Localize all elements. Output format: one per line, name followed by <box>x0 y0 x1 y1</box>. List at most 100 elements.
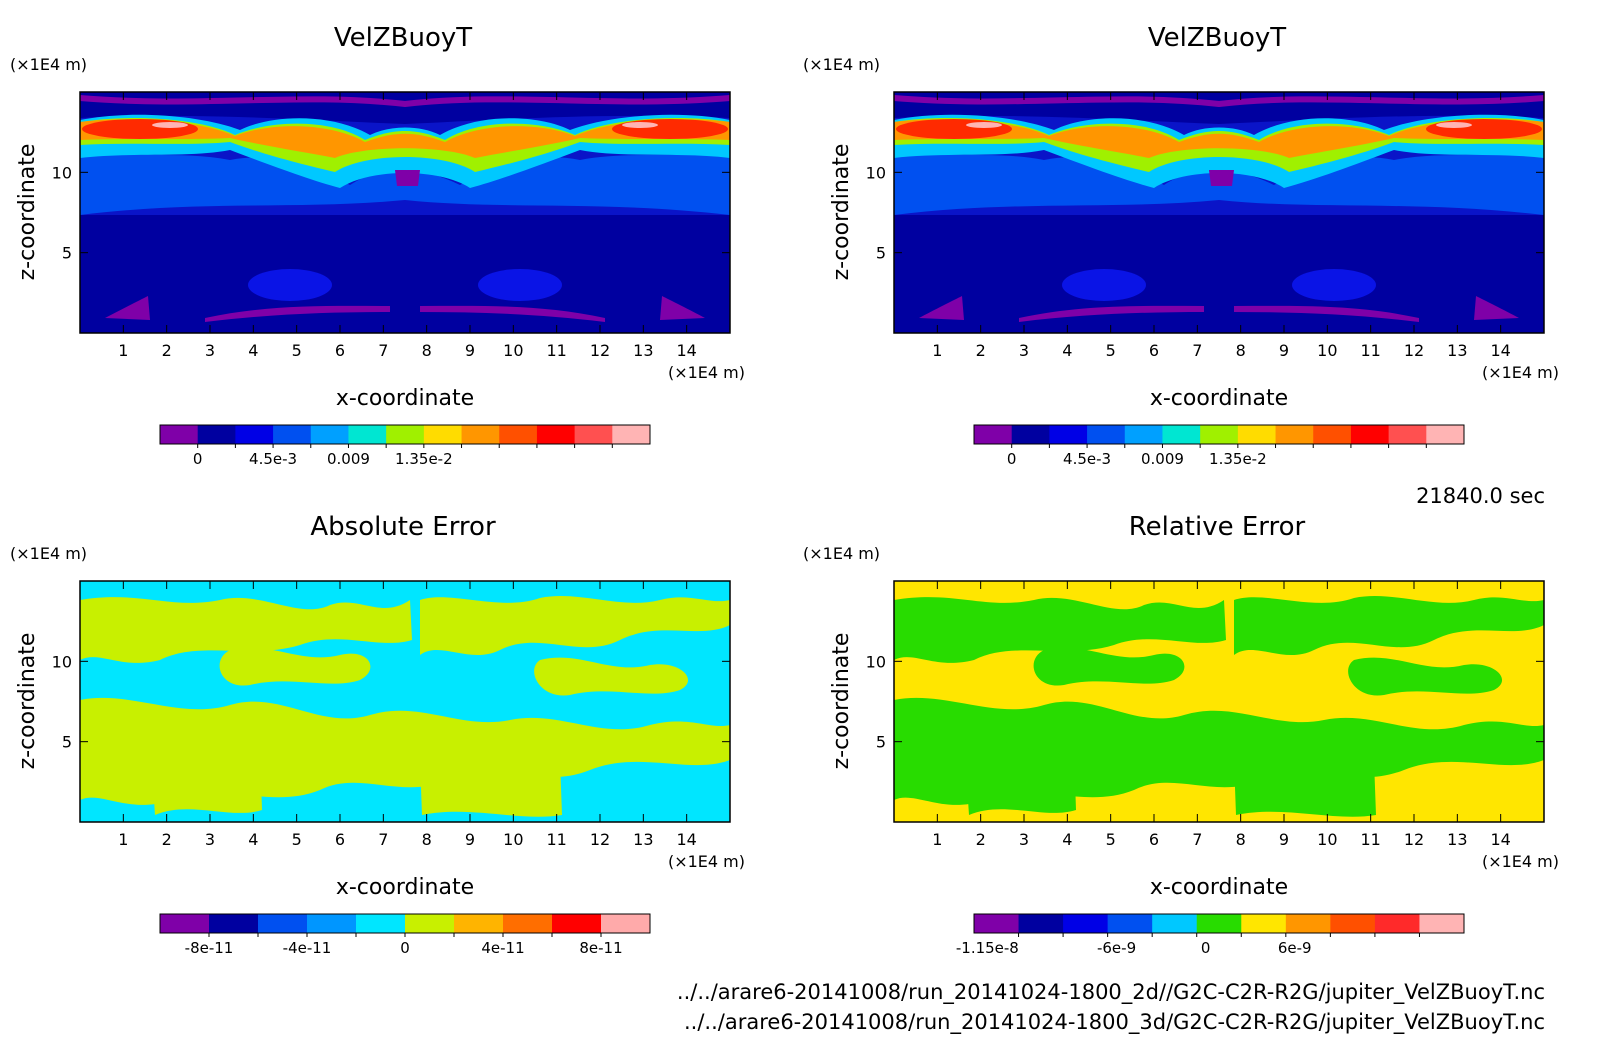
colorbar-swatch <box>386 425 425 444</box>
colorbar-swatch <box>1426 425 1465 444</box>
x-tick-label: 7 <box>378 830 388 849</box>
colorbar-swatch <box>1200 425 1239 444</box>
panel-title: Absolute Error <box>310 512 496 542</box>
y-axis-label: z-coordinate <box>15 144 40 281</box>
colorbar-swatch <box>536 425 576 444</box>
x-tick-label: 8 <box>1236 830 1246 849</box>
contour-region <box>919 296 964 320</box>
x-tick-label: 14 <box>1490 830 1510 849</box>
plot-area <box>79 91 731 334</box>
contour-region <box>534 657 689 696</box>
x-tick-label: 3 <box>1019 341 1029 360</box>
x-ticks: 1 2 3 4 5 6 7 8 9 10 11 12 13 14 <box>118 581 697 849</box>
contour-region <box>966 122 1002 128</box>
contour-region <box>150 737 262 815</box>
x-tick-label: 13 <box>633 830 653 849</box>
x-tick-label: 6 <box>335 341 345 360</box>
contour-region <box>612 119 728 139</box>
contour-region <box>82 119 198 139</box>
contour-region <box>80 119 730 158</box>
x-tick-label: 4 <box>1062 830 1072 849</box>
colorbar-swatch <box>1237 425 1277 444</box>
colorbar: 0 4.5e-3 0.009 1.35e-2 <box>159 424 651 468</box>
y-tick-label: 10 <box>866 652 886 671</box>
x-tick-label: 13 <box>1447 830 1467 849</box>
colorbar-swatch <box>1285 914 1331 933</box>
contour-region <box>1474 296 1519 320</box>
contour-region <box>395 170 420 186</box>
x-tick-label: 8 <box>422 830 432 849</box>
plot-frame <box>79 580 731 823</box>
x-tick-label: 7 <box>378 341 388 360</box>
x-unit-label: (×1E4 m) <box>668 852 745 871</box>
colorbar-swatch <box>209 914 259 933</box>
x-tick-label: 10 <box>503 830 523 849</box>
x-tick-label: 13 <box>633 341 653 360</box>
y-unit-label: (×1E4 m) <box>803 544 880 563</box>
colorbar-swatch <box>503 914 553 933</box>
colorbar-swatch <box>1063 914 1109 933</box>
colorbar-swatch <box>574 425 613 444</box>
x-axis-label: x-coordinate <box>336 386 474 411</box>
colorbar-swatch <box>1388 425 1427 444</box>
colorbar-swatch <box>160 914 210 933</box>
colorbar-swatch <box>160 425 199 444</box>
contour-region <box>420 305 605 322</box>
contour-region <box>80 215 730 333</box>
y-ticks: 5 10 <box>52 652 730 752</box>
contour-region <box>1033 647 1185 686</box>
y-unit-label: (×1E4 m) <box>10 544 87 563</box>
contour-region <box>248 269 332 301</box>
x-tick-label: 2 <box>976 830 986 849</box>
contour-region <box>1348 657 1503 696</box>
y-unit-label: (×1E4 m) <box>10 55 87 74</box>
y-ticks: 5 10 <box>866 163 1544 263</box>
contour-region <box>1292 269 1376 301</box>
contour-region <box>1019 305 1204 322</box>
colorbar-tick-label: 0 <box>1007 450 1017 468</box>
x-tick-label: 11 <box>546 341 566 360</box>
contour-region <box>1436 122 1472 128</box>
x-tick-label: 11 <box>1360 830 1380 849</box>
contour-region <box>205 305 390 322</box>
colorbar-swatch <box>1049 425 1088 444</box>
colorbar-frame <box>973 424 1465 445</box>
contour-region <box>1234 596 1544 655</box>
colorbar-tick-label: 0.009 <box>327 450 370 468</box>
contour-region <box>894 215 1544 333</box>
x-tick-label: 1 <box>932 341 942 360</box>
x-tick-label: 8 <box>1236 341 1246 360</box>
colorbar-swatch <box>1330 914 1376 933</box>
colorbar-swatch <box>1152 914 1198 933</box>
contour-region <box>152 122 188 128</box>
contour-region <box>219 647 371 686</box>
colorbar-tick-label: 0 <box>1201 939 1211 957</box>
contour-region <box>1209 170 1234 186</box>
colorbar-swatch <box>1350 425 1390 444</box>
x-tick-label: 9 <box>465 830 475 849</box>
x-tick-label: 10 <box>1317 341 1337 360</box>
plot-frame <box>893 580 1545 823</box>
x-tick-label: 11 <box>546 830 566 849</box>
y-tick-label: 5 <box>62 733 72 752</box>
contour-region <box>478 269 562 301</box>
colorbar-tick-label: -1.15e-8 <box>956 939 1019 957</box>
colorbar-swatch <box>1374 914 1420 933</box>
x-tick-label: 5 <box>1106 830 1116 849</box>
contour-region <box>1426 119 1542 139</box>
x-tick-label: 9 <box>465 341 475 360</box>
x-tick-label: 1 <box>932 830 942 849</box>
x-tick-label: 3 <box>205 830 215 849</box>
colorbar-tick-label: 4.5e-3 <box>249 450 297 468</box>
colorbar-swatch <box>601 914 651 933</box>
colorbar-swatch <box>1162 425 1201 444</box>
y-tick-label: 5 <box>876 733 886 752</box>
y-tick-label: 10 <box>866 163 886 182</box>
contour-region <box>660 296 705 320</box>
x-tick-label: 12 <box>590 341 610 360</box>
x-tick-label: 14 <box>1490 341 1510 360</box>
colorbar-tick-label: 8e-11 <box>579 939 622 957</box>
colorbar-tick-label: 1.35e-2 <box>395 450 453 468</box>
colorbar-swatch <box>552 914 602 933</box>
x-unit-label: (×1E4 m) <box>668 363 745 382</box>
